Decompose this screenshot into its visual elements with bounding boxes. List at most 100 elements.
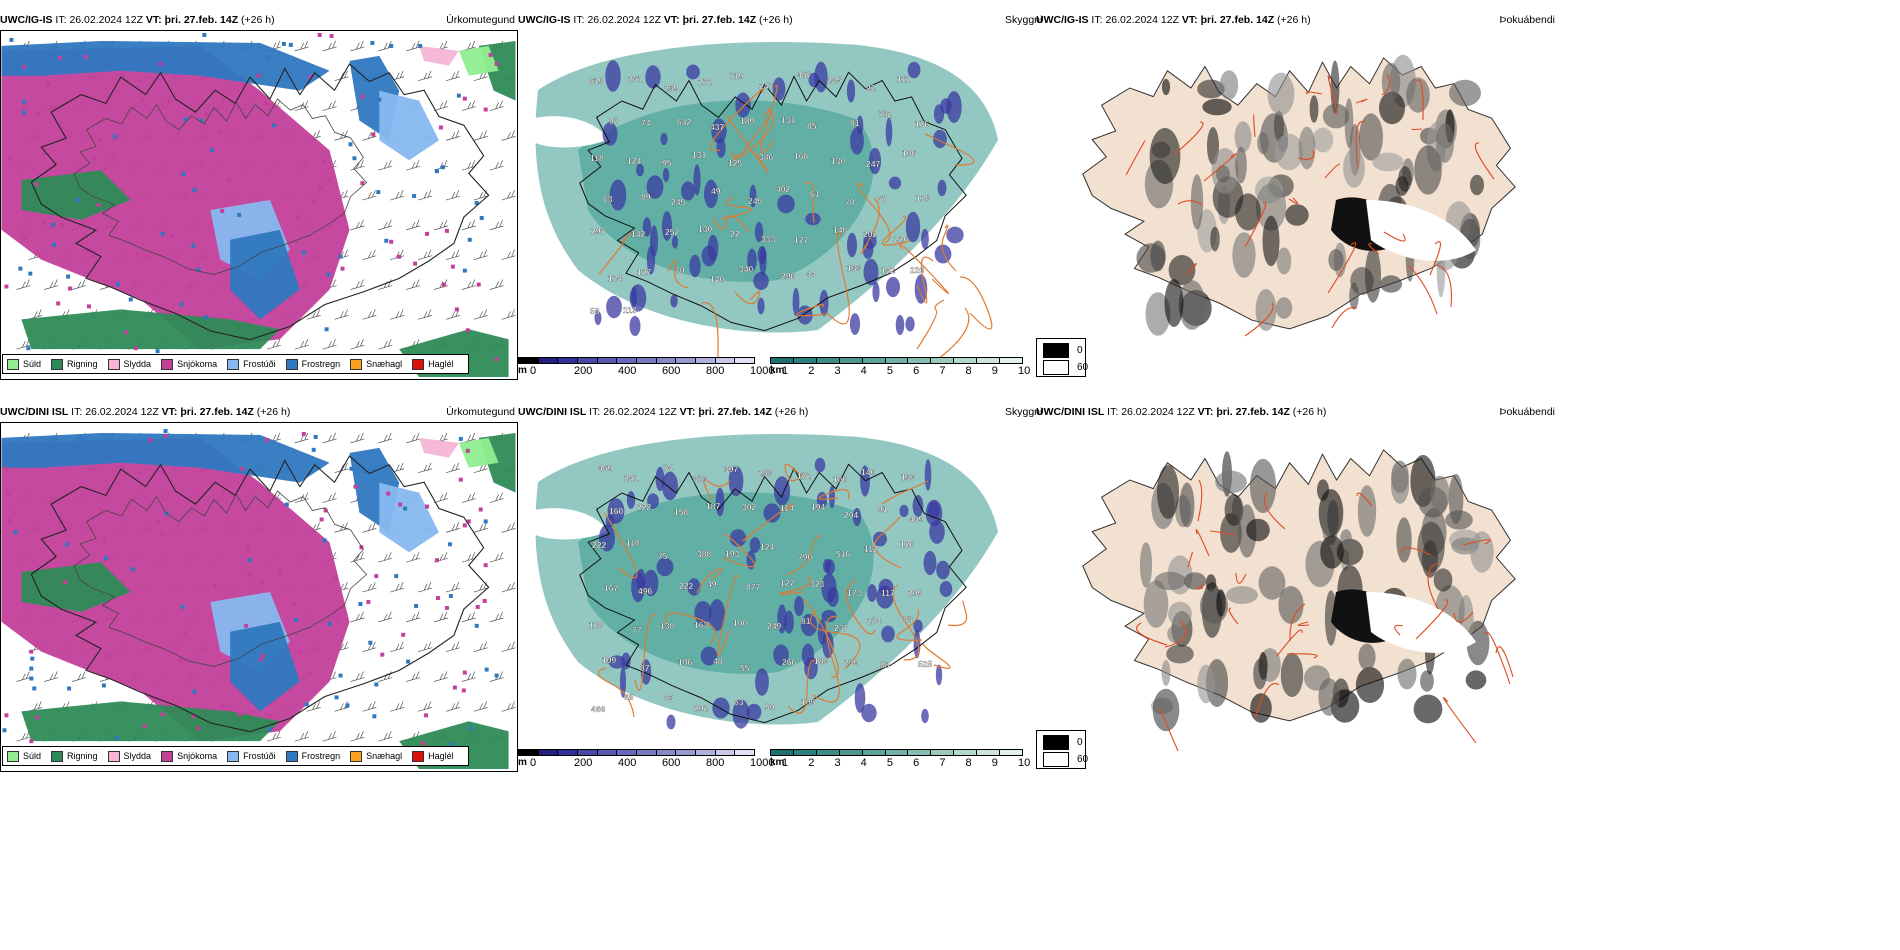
legend-label: Frostregn bbox=[301, 751, 341, 761]
colorbar-segment bbox=[734, 749, 755, 756]
cloud-base-label: 247 bbox=[866, 159, 880, 169]
fog-legend: 0 60 bbox=[1036, 338, 1088, 377]
cloud-base-label: 61 bbox=[810, 189, 820, 199]
legend-swatch bbox=[412, 358, 425, 370]
cloud-base-label: 790 bbox=[798, 552, 812, 562]
legend-item: Snjókoma bbox=[161, 358, 217, 370]
visibility-colorbar: km 1 2 3 4 5 6 7 8 9 10 bbox=[770, 749, 1036, 771]
cloud-base-label: 138 bbox=[660, 621, 674, 631]
it-label: IT: bbox=[589, 406, 601, 418]
valid-time: þri. 27.feb. 14Z bbox=[698, 406, 772, 418]
cloud-base-label: 74 bbox=[663, 463, 673, 473]
colorbar-segment bbox=[861, 357, 886, 364]
fog-legend-swatch bbox=[1043, 343, 1069, 358]
cloud-base-label: 176 bbox=[915, 119, 929, 129]
legend-label: Snæhagl bbox=[366, 359, 403, 369]
colorbar-tick: 6 bbox=[913, 365, 920, 377]
colorbar-segment bbox=[930, 749, 955, 756]
legend-label: Haglél bbox=[428, 359, 454, 369]
colorbar-tick: 8 bbox=[965, 365, 972, 377]
cloud-base-label: 388 bbox=[697, 549, 711, 559]
precip-areas bbox=[1, 32, 516, 378]
it-label: IT: bbox=[1107, 406, 1119, 418]
colorbar-segment bbox=[976, 749, 1001, 756]
cloud-base-label: 253 bbox=[758, 468, 772, 478]
cloud-base-label: 109 bbox=[602, 655, 616, 665]
colorbar-segment bbox=[518, 749, 539, 756]
colorbar-segment bbox=[999, 357, 1023, 364]
legend-item: Slydda bbox=[107, 358, 151, 370]
colorbar-segment bbox=[616, 749, 637, 756]
cloud-base-label: 525 bbox=[918, 659, 932, 669]
visibility-panel-1: UWC/IG-IS IT: 26.02.2024 12Z VT: þri. 27… bbox=[518, 12, 1036, 380]
clear-area bbox=[1366, 592, 1476, 653]
colorbar-unit: m bbox=[518, 365, 527, 376]
legend-swatch bbox=[51, 358, 64, 370]
colorbar-segment bbox=[557, 749, 578, 756]
colorbar-tick: 7 bbox=[939, 365, 946, 377]
cloud-base-label: 202 bbox=[694, 703, 708, 713]
field-name: Úrkomutegund bbox=[446, 14, 515, 26]
cloud-base-label: 296 bbox=[781, 271, 795, 281]
cloud-base-label: 877 bbox=[746, 582, 760, 592]
panel-title: UWC/IG-IS IT: 26.02.2024 12Z VT: þri. 27… bbox=[518, 12, 1036, 28]
road-network bbox=[1136, 479, 1514, 752]
cloud-base-label: 49 bbox=[711, 186, 721, 196]
cloud-base-label: 469 bbox=[909, 514, 923, 524]
precip-map bbox=[0, 422, 518, 772]
valid-time: þri. 27.feb. 14Z bbox=[164, 14, 239, 26]
fog-panel-1: UWC/IG-IS IT: 26.02.2024 12Z VT: þri. 27… bbox=[1036, 12, 1558, 380]
field-name-skyggni: Skyggni bbox=[1005, 14, 1043, 26]
cloud-base-label: 22 bbox=[730, 229, 740, 239]
panel-title: UWC/DINI ISL IT: 26.02.2024 12Z VT: þri.… bbox=[0, 404, 518, 420]
coastline bbox=[30, 63, 490, 341]
colorbar-tick: 4 bbox=[860, 757, 867, 769]
colorbar-tick: 200 bbox=[574, 757, 593, 769]
colorbar-tick: 800 bbox=[706, 757, 725, 769]
cloud-base-label: 222 bbox=[592, 540, 606, 550]
cloud-base-label: 126 bbox=[900, 539, 914, 549]
coastline bbox=[30, 455, 490, 733]
colorbar-tick: 5 bbox=[886, 757, 893, 769]
cloud-base-label: 74 bbox=[641, 118, 651, 128]
cloud-base-label: 333 bbox=[761, 234, 775, 244]
cloud-base-label: 44 bbox=[806, 269, 816, 279]
legend-swatch bbox=[7, 358, 19, 370]
legend-label: Frostregn bbox=[301, 359, 341, 369]
vt-label: VT: bbox=[663, 14, 680, 26]
colorbar-segment bbox=[518, 357, 539, 364]
cloud-base-label: 114 bbox=[780, 503, 794, 513]
colorbar-segment bbox=[616, 357, 637, 364]
cloud-base-label: 516 bbox=[836, 549, 850, 559]
panel-title: UWC/DINI ISL IT: 26.02.2024 12Z VT: þri.… bbox=[518, 404, 1036, 420]
legend-swatch bbox=[227, 750, 240, 762]
legend-item: Slydda bbox=[107, 750, 151, 762]
cloud-base-label: 222 bbox=[637, 502, 651, 512]
cloud-base-label: 91 bbox=[878, 504, 888, 514]
colorbar-segment bbox=[999, 749, 1023, 756]
fog-legend-item: 0 bbox=[1043, 343, 1083, 358]
colorbar-tick: 800 bbox=[706, 365, 725, 377]
legend-item: Snjókoma bbox=[161, 750, 217, 762]
lead-time: (+26 h) bbox=[1292, 406, 1327, 418]
cloud-base-label: 140 bbox=[710, 274, 724, 284]
cloud-base-label: 124 bbox=[608, 273, 622, 283]
cloud-base-label: 615 bbox=[589, 76, 603, 86]
colorbar-segment bbox=[815, 357, 840, 364]
cloud-base-label: 100 bbox=[733, 618, 747, 628]
fog-legend-item: 0 bbox=[1043, 735, 1083, 750]
colorbar-segment bbox=[770, 357, 794, 364]
cloud-base-label: 274 bbox=[867, 616, 881, 626]
field-name: Úrkomutegund bbox=[446, 406, 515, 418]
cloud-base-label: 373 bbox=[693, 474, 707, 484]
cloud-base-label: 261 bbox=[628, 74, 642, 84]
colorbar-tick: 1 bbox=[782, 757, 789, 769]
cloud-base-label: 397 bbox=[724, 464, 738, 474]
colorbar-segment bbox=[861, 749, 886, 756]
colorbar-segment bbox=[636, 357, 657, 364]
init-time: 26.02.2024 12Z bbox=[1121, 406, 1195, 418]
colorbar-segment bbox=[792, 749, 817, 756]
cloud-base-label: 222 bbox=[679, 581, 693, 591]
it-label: IT: bbox=[573, 14, 585, 26]
vt-label: VT: bbox=[1197, 406, 1214, 418]
